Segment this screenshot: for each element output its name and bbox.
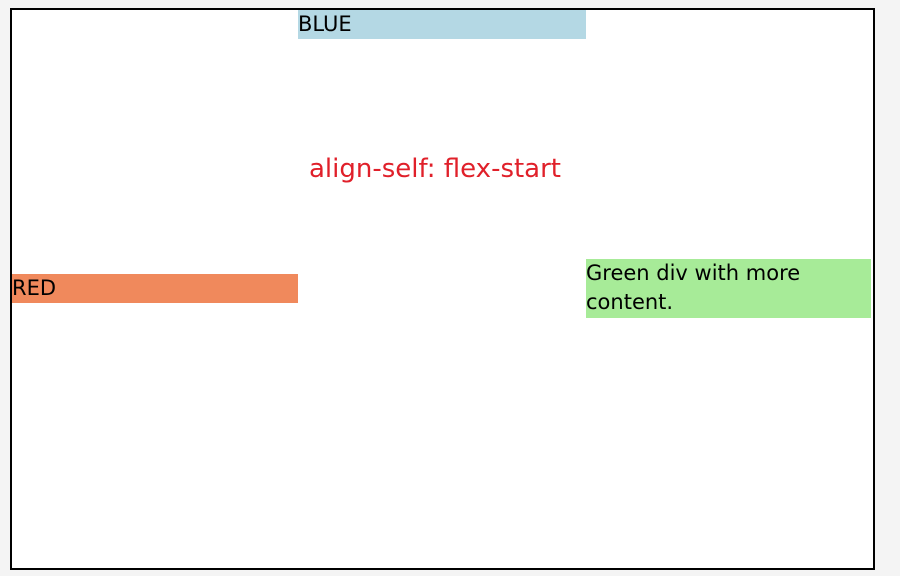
blue-box: BLUE [298, 10, 586, 39]
align-self-caption: align-self: flex-start [309, 154, 562, 184]
green-box: Green div with more content. [586, 259, 871, 318]
red-box: RED [12, 274, 298, 303]
flex-container: BLUE align-self: flex-start RED Green di… [10, 8, 875, 570]
